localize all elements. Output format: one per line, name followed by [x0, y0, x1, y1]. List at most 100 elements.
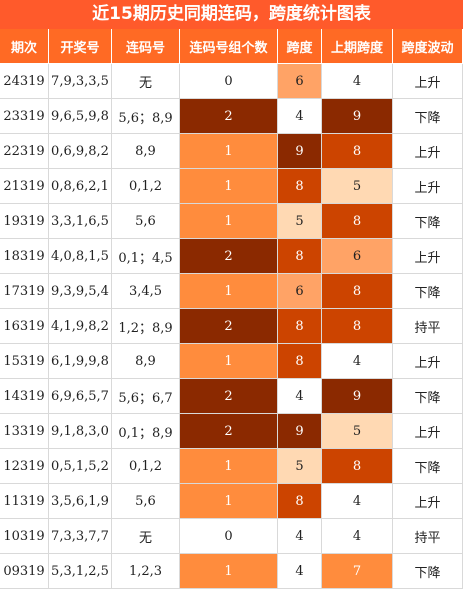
cell-count: 2 [180, 414, 278, 449]
cell-count: 0 [180, 64, 278, 99]
cell-consecutive: 3,4,5 [112, 274, 180, 309]
cell-prev-span: 4 [322, 64, 393, 99]
cell-prev-span: 9 [322, 99, 393, 134]
cell-issue: 12319 [0, 449, 49, 484]
header-consecutive: 连码号 [112, 29, 180, 64]
cell-numbers: 3,3,1,6,5 [49, 204, 112, 239]
cell-count: 2 [180, 309, 278, 344]
cell-issue: 16319 [0, 309, 49, 344]
cell-issue: 13319 [0, 414, 49, 449]
cell-prev-span: 6 [322, 239, 393, 274]
cell-count: 1 [180, 344, 278, 379]
cell-issue: 21319 [0, 169, 49, 204]
cell-numbers: 0,5,1,5,2 [49, 449, 112, 484]
cell-prev-span: 8 [322, 309, 393, 344]
cell-prev-span: 5 [322, 169, 393, 204]
cell-prev-span: 4 [322, 519, 393, 554]
cell-consecutive: 8,9 [112, 134, 180, 169]
table-row: 23319 9,6,5,9,8 5,6；8,9 2 4 9 下降 [0, 99, 463, 134]
cell-span: 9 [278, 134, 322, 169]
cell-count: 2 [180, 379, 278, 414]
cell-numbers: 9,3,9,5,4 [49, 274, 112, 309]
table-row: 10319 7,3,3,7,7 无 0 4 4 持平 [0, 519, 463, 554]
table-row: 16319 4,1,9,8,2 1,2；8,9 2 8 8 持平 [0, 309, 463, 344]
cell-consecutive: 0,1；4,5 [112, 239, 180, 274]
cell-trend: 上升 [393, 169, 463, 204]
cell-consecutive: 0,1,2 [112, 169, 180, 204]
table-row: 24319 7,9,3,3,5 无 0 6 4 上升 [0, 64, 463, 99]
cell-prev-span: 8 [322, 274, 393, 309]
cell-span: 4 [278, 379, 322, 414]
header-issue: 期次 [0, 29, 49, 64]
cell-issue: 10319 [0, 519, 49, 554]
cell-span: 5 [278, 449, 322, 484]
cell-issue: 18319 [0, 239, 49, 274]
cell-issue: 15319 [0, 344, 49, 379]
table-row: 11319 3,5,6,1,9 5,6 1 8 4 上升 [0, 484, 463, 519]
cell-numbers: 6,9,6,5,7 [49, 379, 112, 414]
cell-prev-span: 4 [322, 484, 393, 519]
cell-consecutive: 无 [112, 519, 180, 554]
cell-issue: 11319 [0, 484, 49, 519]
header-count: 连码号组个数 [180, 29, 278, 64]
cell-consecutive: 1,2,3 [112, 554, 180, 589]
cell-numbers: 7,9,3,3,5 [49, 64, 112, 99]
cell-prev-span: 8 [322, 134, 393, 169]
cell-count: 2 [180, 239, 278, 274]
cell-count: 1 [180, 554, 278, 589]
cell-trend: 持平 [393, 519, 463, 554]
cell-count: 1 [180, 134, 278, 169]
cell-issue: 09319 [0, 554, 49, 589]
header-prev-span: 上期跨度 [322, 29, 393, 64]
cell-numbers: 6,1,9,9,8 [49, 344, 112, 379]
cell-span: 6 [278, 64, 322, 99]
cell-prev-span: 9 [322, 379, 393, 414]
cell-consecutive: 5,6 [112, 204, 180, 239]
table-row: 19319 3,3,1,6,5 5,6 1 5 8 下降 [0, 204, 463, 239]
cell-count: 0 [180, 519, 278, 554]
cell-numbers: 9,6,5,9,8 [49, 99, 112, 134]
cell-numbers: 4,1,9,8,2 [49, 309, 112, 344]
cell-trend: 下降 [393, 274, 463, 309]
table-row: 09319 5,3,1,2,5 1,2,3 1 4 7 下降 [0, 554, 463, 589]
cell-trend: 下降 [393, 449, 463, 484]
cell-consecutive: 无 [112, 64, 180, 99]
cell-trend: 持平 [393, 309, 463, 344]
cell-consecutive: 5,6 [112, 484, 180, 519]
cell-trend: 下降 [393, 379, 463, 414]
cell-consecutive: 5,6；6,7 [112, 379, 180, 414]
cell-numbers: 5,3,1,2,5 [49, 554, 112, 589]
cell-trend: 下降 [393, 99, 463, 134]
cell-span: 4 [278, 519, 322, 554]
cell-consecutive: 0,1；8,9 [112, 414, 180, 449]
cell-prev-span: 7 [322, 554, 393, 589]
header-span: 跨度 [278, 29, 322, 64]
cell-issue: 23319 [0, 99, 49, 134]
cell-span: 8 [278, 169, 322, 204]
cell-span: 9 [278, 414, 322, 449]
cell-trend: 上升 [393, 134, 463, 169]
cell-span: 8 [278, 344, 322, 379]
cell-trend: 上升 [393, 64, 463, 99]
header-trend: 跨度波动 [393, 29, 463, 64]
cell-count: 1 [180, 274, 278, 309]
table-row: 18319 4,0,8,1,5 0,1；4,5 2 8 6 上升 [0, 239, 463, 274]
cell-issue: 14319 [0, 379, 49, 414]
cell-span: 8 [278, 309, 322, 344]
cell-count: 1 [180, 449, 278, 484]
cell-numbers: 7,3,3,7,7 [49, 519, 112, 554]
table-row: 21319 0,8,6,2,1 0,1,2 1 8 5 上升 [0, 169, 463, 204]
cell-trend: 下降 [393, 204, 463, 239]
cell-count: 2 [180, 99, 278, 134]
cell-trend: 上升 [393, 414, 463, 449]
cell-issue: 17319 [0, 274, 49, 309]
cell-count: 1 [180, 169, 278, 204]
cell-issue: 24319 [0, 64, 49, 99]
header-row: 期次 开奖号 连码号 连码号组个数 跨度 上期跨度 跨度波动 [0, 29, 463, 64]
cell-numbers: 9,1,8,3,0 [49, 414, 112, 449]
table-row: 22319 0,6,9,8,2 8,9 1 9 8 上升 [0, 134, 463, 169]
cell-numbers: 3,5,6,1,9 [49, 484, 112, 519]
stats-table: 期次 开奖号 连码号 连码号组个数 跨度 上期跨度 跨度波动 24319 7,9… [0, 29, 463, 589]
cell-numbers: 0,8,6,2,1 [49, 169, 112, 204]
